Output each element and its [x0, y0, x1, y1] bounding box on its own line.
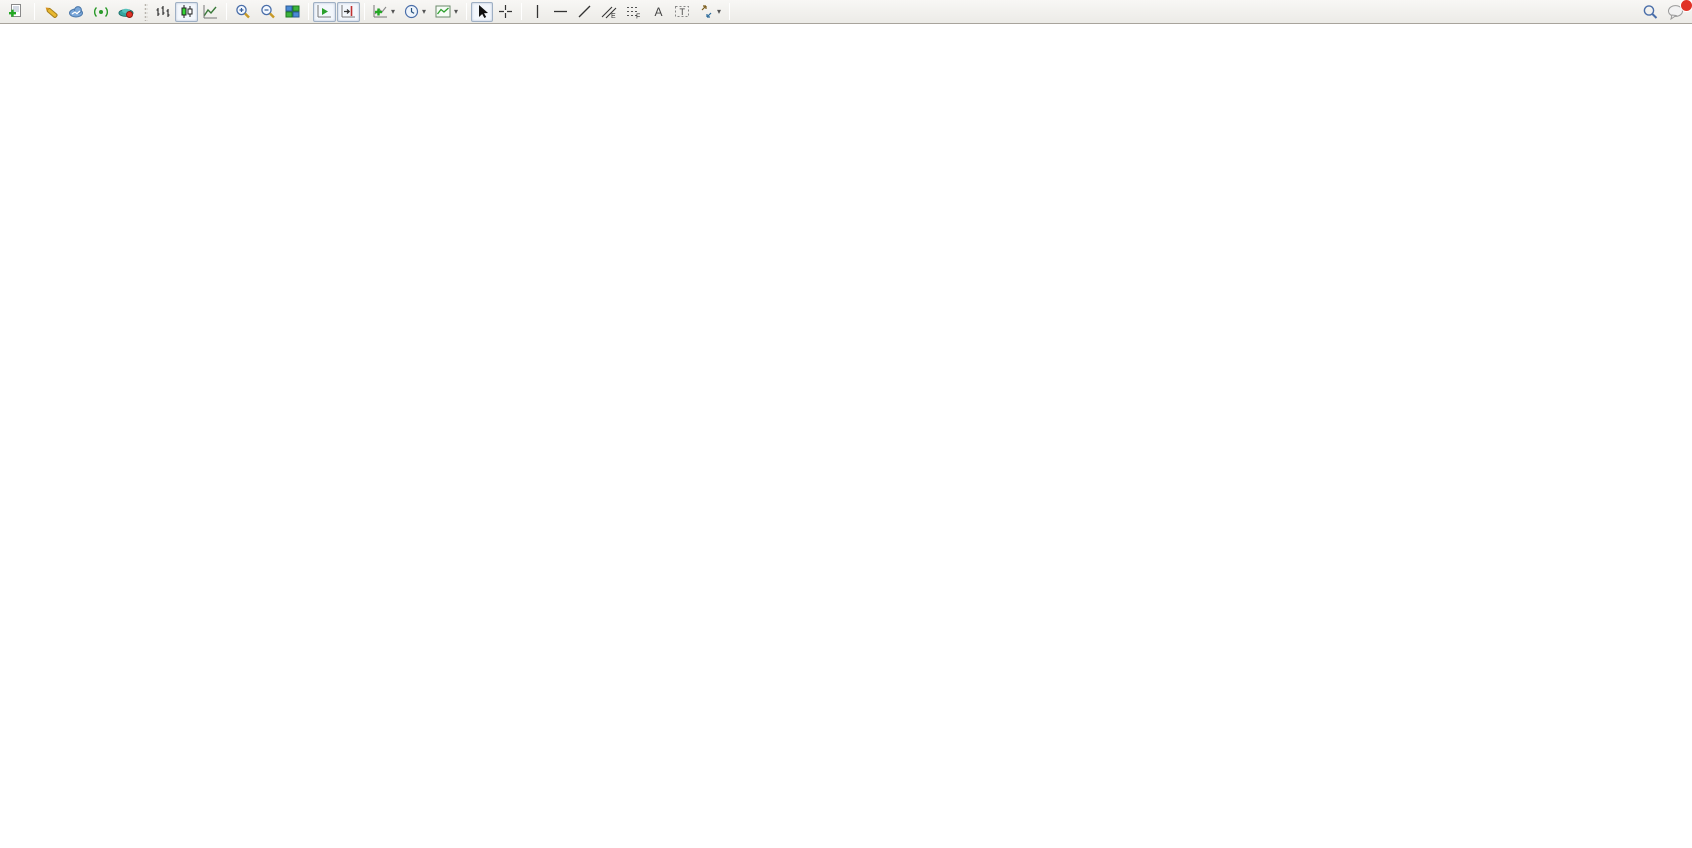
autotrade-icon [118, 8, 134, 18]
cursor-arrow-icon [478, 5, 488, 18]
vertical-line-tool-button[interactable] [526, 2, 548, 22]
toolbar-separator [364, 3, 365, 20]
chart-window[interactable] [0, 24, 1692, 848]
chevron-down-icon[interactable]: ▾ [422, 7, 427, 16]
trendline-icon [578, 5, 591, 18]
line-chart-icon [203, 5, 217, 19]
trendline-tool-button[interactable] [573, 2, 596, 22]
cursor-tool-button[interactable] [471, 1, 494, 22]
line-chart-type-button[interactable] [199, 2, 222, 22]
new-order-button[interactable] [4, 2, 30, 22]
indicators-button[interactable]: ▾ [369, 2, 399, 22]
vertical-line-icon [536, 5, 538, 18]
crayon-icon [45, 7, 58, 18]
auto-scroll-icon [317, 5, 331, 18]
search-icon [1643, 4, 1658, 19]
crosshair-icon [499, 5, 513, 18]
arrows-tool-button[interactable]: ▾ [695, 2, 725, 22]
chart-canvas[interactable] [0, 24, 1692, 848]
tile-windows-icon [285, 5, 300, 18]
svg-text:F: F [636, 14, 640, 20]
toolbar-separator [34, 3, 35, 20]
svg-text:A: A [654, 5, 662, 19]
tile-windows-button[interactable] [281, 2, 304, 22]
svg-text:E: E [611, 13, 616, 19]
main-toolbar: ▾ ▾ ▾ E [0, 0, 1692, 24]
zoom-out-button[interactable] [256, 2, 280, 22]
horizontal-line-tool-button[interactable] [549, 2, 572, 22]
notification-badge [1680, 0, 1692, 12]
notifications-button[interactable] [1663, 0, 1692, 22]
crayon-tool-button[interactable] [39, 2, 63, 22]
zoom-in-icon [236, 4, 250, 19]
templates-button[interactable]: ▾ [431, 2, 462, 22]
chevron-down-icon[interactable]: ▾ [391, 7, 396, 16]
svg-text:T: T [680, 7, 686, 17]
bar-chart-icon [156, 6, 170, 17]
text-tool-button[interactable]: A [647, 2, 669, 22]
add-indicator-icon [373, 5, 387, 18]
publish-chart-button[interactable] [64, 2, 88, 22]
candlestick-chart-icon [181, 5, 193, 18]
search-button[interactable] [1638, 2, 1662, 22]
period-button[interactable]: ▾ [400, 2, 430, 22]
fibonacci-tool-button[interactable]: F [622, 2, 646, 22]
chart-shift-button[interactable] [337, 1, 360, 22]
toolbar-separator [308, 3, 309, 20]
chevron-down-icon[interactable]: ▾ [454, 7, 459, 16]
zoom-in-button[interactable] [231, 2, 255, 22]
chevron-down-icon[interactable]: ▾ [717, 7, 722, 16]
template-chart-icon [435, 5, 451, 18]
new-order-icon [9, 4, 21, 17]
signal-icon [94, 7, 108, 17]
autotrade-button[interactable] [114, 2, 141, 22]
toolbar-separator [226, 3, 227, 20]
crosshair-tool-button[interactable] [494, 2, 517, 22]
text-label-tool-button[interactable]: T [670, 2, 694, 22]
equidistant-channel-tool-button[interactable]: E [597, 2, 621, 22]
zoom-out-icon [261, 4, 275, 19]
cloud-chart-icon [69, 6, 83, 18]
candlestick-chart-type-button[interactable] [175, 1, 198, 22]
arrows-icon [701, 5, 712, 18]
horizontal-line-icon [554, 10, 568, 13]
clock-icon [404, 4, 419, 19]
bar-chart-type-button[interactable] [151, 2, 174, 22]
auto-scroll-button[interactable] [313, 1, 336, 22]
toolbar-grip [144, 2, 148, 21]
chart-shift-icon [341, 5, 355, 18]
signal-button[interactable] [89, 2, 113, 22]
channel-icon: E [601, 6, 617, 19]
text-a-icon: A [654, 5, 662, 19]
toolbar-separator [521, 3, 523, 20]
toolbar-separator [466, 3, 468, 20]
fibonacci-icon: F [627, 7, 640, 20]
text-label-icon: T [675, 6, 690, 17]
toolbar-separator [729, 3, 731, 20]
